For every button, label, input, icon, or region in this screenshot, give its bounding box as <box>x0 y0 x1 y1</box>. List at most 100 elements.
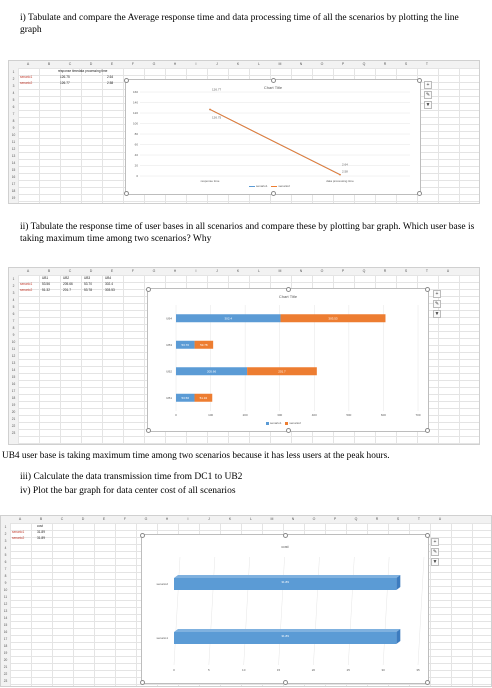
resize-handle[interactable] <box>417 78 422 83</box>
resize-handle[interactable] <box>140 533 145 538</box>
row-header[interactable]: 11 <box>11 139 16 144</box>
column-header[interactable]: G <box>144 517 148 521</box>
bar-UB3-senario2[interactable] <box>194 340 214 349</box>
column-header[interactable]: J <box>216 62 218 66</box>
column-header[interactable]: T <box>425 62 429 66</box>
chart-elements-plus-icon[interactable]: + <box>431 538 439 546</box>
column-header[interactable]: G <box>152 269 156 273</box>
resize-handle[interactable] <box>146 428 151 433</box>
row-header[interactable]: 14 <box>11 160 16 165</box>
row-header[interactable]: 7 <box>12 318 15 323</box>
column-header[interactable]: I <box>195 269 197 273</box>
row-label[interactable]: senario1 <box>20 282 33 286</box>
column-header[interactable]: U <box>438 517 442 521</box>
column-header[interactable]: U <box>446 269 450 273</box>
data-point[interactable] <box>339 173 341 176</box>
column-header[interactable]: I <box>187 517 189 521</box>
column-header[interactable]: B <box>47 269 51 273</box>
chart-filter-icon[interactable]: ▼ <box>424 101 432 109</box>
data-point[interactable] <box>209 108 211 111</box>
data-cell[interactable]: 31.89 <box>37 530 45 534</box>
data-cell[interactable]: 2.58 <box>107 81 114 85</box>
row-header[interactable]: 2 <box>4 531 7 536</box>
bar-UB2-senario2[interactable] <box>247 367 317 376</box>
column-header[interactable]: P <box>341 269 345 273</box>
column-header[interactable]: B <box>39 517 43 521</box>
column-header[interactable]: M <box>270 517 274 521</box>
row-header[interactable]: 18 <box>3 643 8 648</box>
row-header[interactable]: 12 <box>11 353 16 358</box>
column-header[interactable]: Q <box>362 62 366 66</box>
column-header[interactable]: E <box>110 62 114 66</box>
column-header[interactable]: C <box>60 517 64 521</box>
column-header[interactable]: O <box>312 517 316 521</box>
row-header[interactable]: 7 <box>4 566 7 571</box>
row-header[interactable]: 22 <box>11 423 16 428</box>
row-header[interactable]: 18 <box>11 395 16 400</box>
column-header[interactable]: M <box>278 269 282 273</box>
row-header[interactable]: 7 <box>12 111 15 116</box>
data-cell[interactable]: 51.32 <box>42 288 50 292</box>
row-header[interactable]: 16 <box>11 381 16 386</box>
row-header[interactable]: 1 <box>12 276 15 281</box>
column-header[interactable]: P <box>333 517 337 521</box>
row-header[interactable]: 6 <box>4 559 7 564</box>
column-header[interactable]: N <box>299 62 303 66</box>
column-header[interactable]: T <box>417 517 421 521</box>
row-header[interactable]: 21 <box>3 664 8 669</box>
row-header[interactable]: 3 <box>4 538 7 543</box>
column-header[interactable]: P <box>341 62 345 66</box>
column-header[interactable]: Q <box>362 269 366 273</box>
column-header[interactable]: L <box>258 62 260 66</box>
row-header[interactable]: 11 <box>3 594 8 599</box>
stacked-bar-chart[interactable]: Chart Title 0 100 200 300 400 500 600 700 UB4 302… <box>146 287 430 433</box>
header-cell[interactable]: UB1 <box>42 276 49 280</box>
row-header[interactable]: 15 <box>11 167 16 172</box>
column-header[interactable]: C <box>68 269 72 273</box>
row-header[interactable]: 9 <box>12 125 15 130</box>
row-header[interactable]: 19 <box>3 650 8 655</box>
bar-UB1-senario1[interactable] <box>176 393 195 402</box>
header-cell[interactable]: UB3 <box>84 276 91 280</box>
row-label[interactable]: senario2 <box>20 81 33 85</box>
resize-handle[interactable] <box>140 680 145 685</box>
row-header[interactable]: 10 <box>11 132 16 137</box>
bar-UB2-senario1[interactable] <box>176 367 248 376</box>
data-cell[interactable]: 126.75 <box>60 75 70 79</box>
row-header[interactable]: 1 <box>4 524 7 529</box>
header-cell[interactable]: cost <box>37 524 43 528</box>
resize-handle[interactable] <box>271 78 276 83</box>
resize-handle[interactable] <box>425 680 430 685</box>
cost-bar-chart[interactable]: cost 0 5 10 15 20 25 30 35 senario2 31.89 senario1… <box>140 533 430 685</box>
row-header[interactable]: 13 <box>11 360 16 365</box>
data-cell[interactable]: 205.66 <box>63 282 73 286</box>
column-header[interactable]: E <box>102 517 106 521</box>
column-header[interactable]: Q <box>354 517 358 521</box>
column-header[interactable]: J <box>216 269 218 273</box>
chart-styles-brush-icon[interactable]: ✎ <box>424 91 432 99</box>
column-header[interactable]: L <box>250 517 252 521</box>
column-header[interactable]: M <box>278 62 282 66</box>
column-header[interactable]: S <box>404 269 408 273</box>
row-header[interactable]: 4 <box>12 90 15 95</box>
row-label[interactable]: senario2 <box>12 536 25 540</box>
data-cell[interactable]: 53.70 <box>84 282 92 286</box>
resize-handle[interactable] <box>425 533 430 538</box>
row-header[interactable]: 9 <box>12 332 15 337</box>
resize-handle[interactable] <box>286 287 291 292</box>
resize-handle[interactable] <box>286 428 291 433</box>
column-header[interactable]: G <box>152 62 156 66</box>
row-header[interactable]: 21 <box>11 416 16 421</box>
column-header[interactable]: N <box>299 269 303 273</box>
column-header[interactable]: R <box>383 62 387 66</box>
data-cell[interactable]: 53.56 <box>42 282 50 286</box>
row-header[interactable]: 2 <box>12 283 15 288</box>
row-header[interactable]: 2 <box>12 76 15 81</box>
data-cell[interactable]: 31.89 <box>37 536 45 540</box>
column-header[interactable]: A <box>18 517 22 521</box>
column-header[interactable]: C <box>68 62 72 66</box>
resize-handle[interactable] <box>146 287 151 292</box>
row-header[interactable]: 17 <box>11 181 16 186</box>
row-header[interactable]: 8 <box>12 118 15 123</box>
row-header[interactable]: 18 <box>11 188 16 193</box>
